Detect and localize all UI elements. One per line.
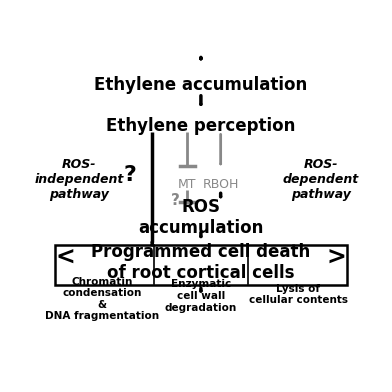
Text: Programmed cell death
of root cortical cells: Programmed cell death of root cortical c… (91, 243, 310, 282)
Text: ROS
accumulation: ROS accumulation (138, 198, 263, 237)
Text: Chromatin
condensation
&
DNA fragmentation: Chromatin condensation & DNA fragmentati… (45, 277, 159, 321)
Text: ?: ? (123, 165, 136, 185)
Text: ROS-
independent
pathway: ROS- independent pathway (35, 158, 124, 201)
Text: RBOH: RBOH (202, 178, 239, 191)
Text: Enzymatic
cell wall
degradation: Enzymatic cell wall degradation (165, 279, 237, 313)
Text: Lysis of
cellular contents: Lysis of cellular contents (249, 284, 348, 305)
Text: ?: ? (171, 194, 180, 209)
Text: <: < (56, 246, 76, 270)
Text: Ethylene accumulation: Ethylene accumulation (94, 76, 308, 94)
Text: >: > (326, 246, 346, 270)
FancyBboxPatch shape (55, 245, 347, 285)
Text: MT: MT (178, 178, 196, 191)
Text: Ethylene perception: Ethylene perception (106, 116, 296, 134)
Text: ROS-
dependent
pathway: ROS- dependent pathway (283, 158, 359, 201)
